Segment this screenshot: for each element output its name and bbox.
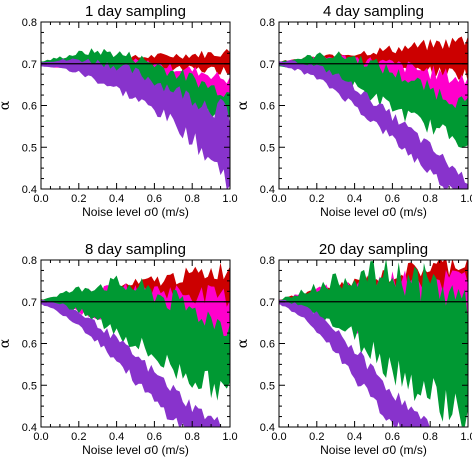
x-tick-label: 1.0 [222, 431, 237, 443]
plot-area [41, 48, 230, 189]
x-axis-label: Noise level σ0 (m/s) [82, 205, 189, 219]
x-tick-label: 0.0 [271, 193, 286, 205]
series-band-2 [279, 51, 468, 148]
y-tick-label: 0.7 [22, 59, 37, 71]
y-tick-label: 0.6 [260, 339, 275, 351]
x-tick-label: 0.8 [185, 193, 200, 205]
y-tick-label: 0.8 [22, 255, 37, 267]
x-tick-label: 0.4 [109, 193, 124, 205]
y-tick-label: 0.4 [22, 184, 37, 196]
panel-title: 1 day sampling [85, 3, 186, 20]
x-axis-label: Noise level σ0 (m/s) [320, 443, 427, 457]
series-band-3 [41, 58, 230, 189]
y-tick-label: 0.8 [22, 17, 37, 29]
x-tick-label: 0.2 [309, 431, 324, 443]
x-tick-label: 0.4 [347, 193, 362, 205]
y-tick-label: 0.8 [260, 17, 275, 29]
y-tick-label: 0.7 [22, 297, 37, 309]
series-band-0 [279, 36, 468, 83]
x-tick-label: 0.6 [385, 193, 400, 205]
y-tick-label: 0.7 [260, 59, 275, 71]
y-axis-label: α [235, 338, 251, 348]
x-tick-label: 0.4 [109, 431, 124, 443]
y-tick-label: 0.5 [260, 142, 275, 154]
y-tick-label: 0.7 [260, 297, 275, 309]
y-axis-label: α [235, 100, 251, 110]
y-tick-label: 0.6 [22, 339, 37, 351]
y-tick-label: 0.4 [22, 422, 37, 434]
x-tick-label: 0.8 [423, 431, 438, 443]
y-tick-label: 0.6 [260, 101, 275, 113]
y-tick-label: 0.4 [260, 184, 275, 196]
plot-area [41, 262, 230, 427]
series-band-3 [279, 299, 437, 427]
y-tick-label: 0.6 [22, 101, 37, 113]
x-tick-label: 1.0 [460, 431, 472, 443]
y-tick-label: 0.8 [260, 255, 275, 267]
y-axis-label: α [0, 338, 13, 348]
x-axis-label: Noise level σ0 (m/s) [320, 205, 427, 219]
y-tick-label: 0.5 [22, 142, 37, 154]
panel-title: 8 day sampling [85, 241, 186, 258]
y-tick-label: 0.5 [260, 380, 275, 392]
y-tick-label: 0.4 [260, 422, 275, 434]
panel-1day: 0.0 0.2 0.4 0.6 0.8 1.0 0.4 0.5 0.6 0.7 0.8 1 day s… [0, 3, 238, 219]
panel-4day: 0.0 0.2 0.4 0.6 0.8 1.0 0.4 0.5 0.6 0.7 0.8 4 day s… [235, 3, 472, 219]
panel-title: 20 day sampling [319, 241, 428, 258]
x-tick-label: 0.2 [309, 193, 324, 205]
x-tick-label: 1.0 [460, 193, 472, 205]
y-tick-label: 0.5 [22, 380, 37, 392]
panel-20day: 0.0 0.2 0.4 0.6 0.8 1.0 0.4 0.5 0.6 0.7 0.8 20 day … [235, 241, 472, 457]
plot-area [279, 260, 468, 427]
x-tick-label: 0.6 [147, 431, 162, 443]
x-tick-label: 0.8 [185, 431, 200, 443]
x-tick-label: 0.0 [33, 431, 48, 443]
series-band-2 [41, 275, 230, 401]
x-tick-label: 0.8 [423, 193, 438, 205]
y-axis-label: α [0, 100, 13, 110]
x-tick-label: 0.6 [147, 193, 162, 205]
series-band-3 [41, 300, 230, 427]
plot-area [279, 36, 468, 189]
panel-title: 4 day sampling [323, 3, 424, 20]
x-axis-label: Noise level σ0 (m/s) [82, 443, 189, 457]
panel-8day: 0.0 0.2 0.4 0.6 0.8 1.0 0.4 0.5 0.6 0.7 0.8 8 day s… [0, 241, 238, 457]
x-tick-label: 0.2 [71, 431, 86, 443]
x-tick-label: 1.0 [222, 193, 237, 205]
series-band-3 [279, 60, 468, 189]
x-tick-label: 0.2 [71, 193, 86, 205]
x-tick-label: 0.4 [347, 431, 362, 443]
x-tick-label: 0.0 [33, 193, 48, 205]
x-tick-label: 0.6 [385, 431, 400, 443]
x-tick-label: 0.0 [271, 431, 286, 443]
